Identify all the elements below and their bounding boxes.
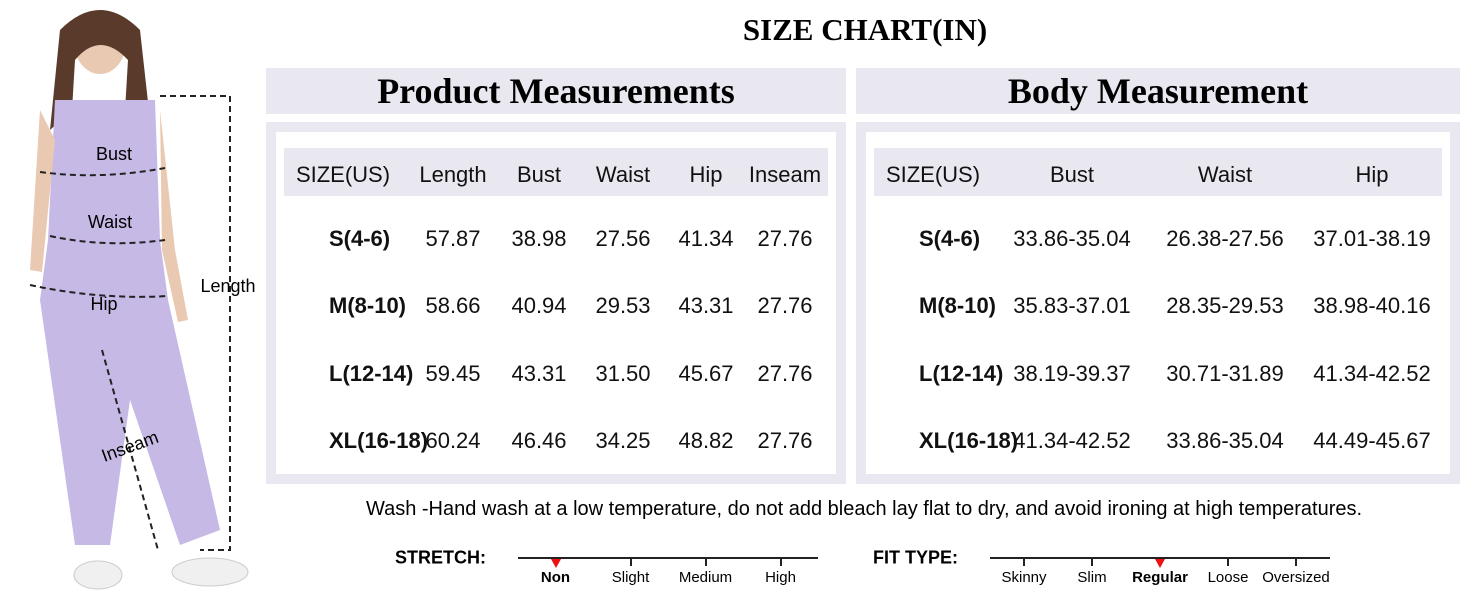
column-header: Bust: [516, 162, 562, 187]
scale-tick: [1091, 558, 1093, 566]
value-cell: 58.66: [425, 293, 481, 318]
value-cell: 37.01-38.19: [1313, 226, 1431, 251]
value-cell: 44.49-45.67: [1313, 428, 1431, 453]
size-cell: L(12-14): [919, 361, 1004, 386]
column-header: Waist: [595, 162, 651, 187]
value-cell: 33.86-35.04: [1166, 428, 1284, 453]
value-cell: 41.34-42.52: [1013, 428, 1131, 453]
value-cell: 43.31: [511, 361, 567, 386]
value-cell: 57.87: [425, 226, 481, 251]
selected-marker: [550, 559, 561, 568]
scale-tick: [1023, 558, 1025, 566]
value-cell: 34.25: [595, 428, 651, 453]
value-cell: 27.76: [757, 361, 813, 386]
value-cell: 27.56: [595, 226, 651, 251]
column-header: SIZE(US): [295, 162, 391, 187]
value-cell: 60.24: [425, 428, 481, 453]
selected-marker: [1155, 559, 1165, 568]
value-cell: 40.94: [511, 293, 567, 318]
product-heading: Product Measurements: [266, 68, 846, 114]
size-cell: M(8-10): [919, 293, 997, 318]
value-cell: 31.50: [595, 361, 651, 386]
value-cell: 26.38-27.56: [1166, 226, 1284, 251]
value-cell: 41.34-42.52: [1313, 361, 1431, 386]
size-cell: XL(16-18): [919, 428, 1019, 453]
size-cell: S(4-6): [329, 226, 391, 251]
value-cell: 38.98-40.16: [1313, 293, 1431, 318]
value-cell: 27.76: [757, 293, 813, 318]
value-cell: 27.76: [757, 428, 813, 453]
fit-label: FIT TYPE:: [873, 547, 958, 568]
column-header: SIZE(US): [885, 162, 981, 187]
wash-note: Wash -Hand wash at a low temperature, do…: [365, 498, 1363, 520]
figure-label: Length: [200, 276, 255, 296]
value-cell: 45.67: [678, 361, 734, 386]
scale-option: Medium: [678, 569, 733, 586]
scale-tick: [704, 558, 707, 566]
product-header-row: [284, 148, 828, 196]
column-header: Inseam: [748, 162, 822, 187]
scale-tick: [629, 558, 632, 566]
value-cell: 41.34: [678, 226, 734, 251]
value-cell: 27.76: [757, 226, 813, 251]
column-header: Hip: [689, 162, 723, 187]
value-cell: 46.46: [511, 428, 567, 453]
stretch-label: STRETCH:: [395, 547, 486, 568]
body-heading: Body Measurement: [856, 68, 1460, 114]
figure-label: Bust: [96, 144, 132, 164]
value-cell: 38.98: [511, 226, 567, 251]
value-cell: 43.31: [678, 293, 734, 318]
scale-tick: [779, 558, 782, 566]
model-figure: Bust Waist Hip Length Inseam: [29, 10, 256, 590]
body-header-row: [874, 148, 1442, 196]
scale-option: Regular: [1132, 569, 1188, 586]
size-cell: XL(16-18): [329, 428, 429, 453]
figure-label: Waist: [88, 212, 132, 232]
value-cell: 29.53: [595, 293, 651, 318]
value-cell: 28.35-29.53: [1166, 293, 1284, 318]
value-cell: 38.19-39.37: [1013, 361, 1131, 386]
value-cell: 59.45: [425, 361, 481, 386]
scale-option: Slight: [611, 569, 650, 586]
scale-option: Slim: [1077, 569, 1107, 586]
value-cell: 35.83-37.01: [1013, 293, 1131, 318]
scale-tick: [1295, 558, 1297, 566]
scale-tick: [1227, 558, 1229, 566]
scale-line: [518, 557, 818, 559]
column-header: Bust: [1049, 162, 1095, 187]
scale-option: High: [765, 569, 796, 586]
scale-option: Loose: [1207, 569, 1249, 586]
column-header: Waist: [1197, 162, 1253, 187]
title: SIZE CHART(IN): [742, 12, 988, 47]
value-cell: 30.71-31.89: [1166, 361, 1284, 386]
size-cell: L(12-14): [329, 361, 414, 386]
value-cell: 48.82: [678, 428, 734, 453]
figure-label: Hip: [90, 294, 117, 314]
size-cell: M(8-10): [329, 293, 407, 318]
column-header: Hip: [1355, 162, 1389, 187]
scale-option: Oversized: [1262, 569, 1330, 586]
size-cell: S(4-6): [919, 226, 981, 251]
column-header: Length: [419, 162, 487, 187]
scale-option: Skinny: [1001, 569, 1047, 586]
value-cell: 33.86-35.04: [1013, 226, 1131, 251]
scale-option: Non: [540, 569, 571, 586]
